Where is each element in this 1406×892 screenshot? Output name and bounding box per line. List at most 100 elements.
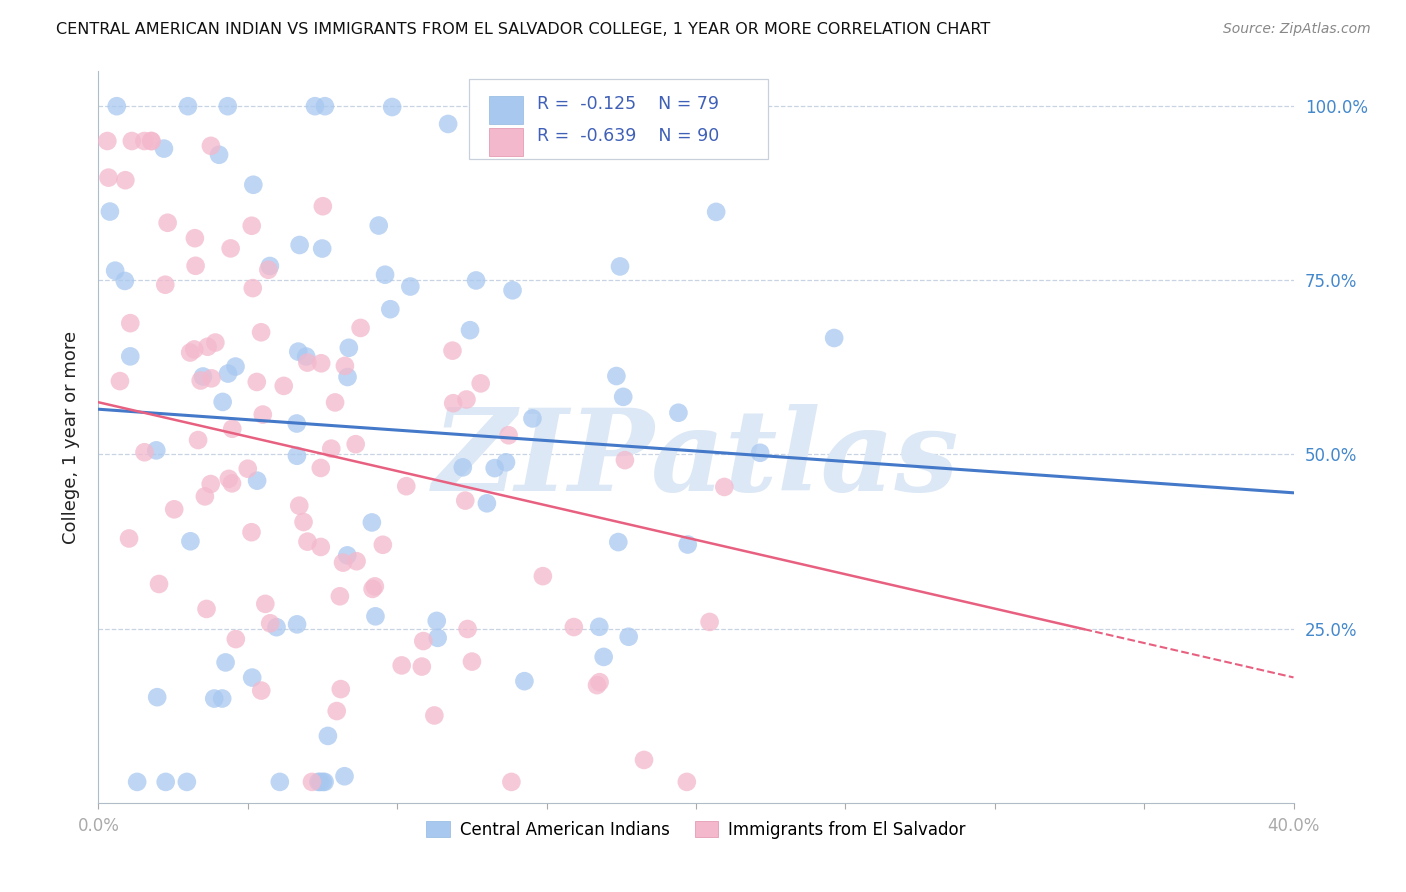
Point xyxy=(197,340,219,354)
Point xyxy=(325,704,347,718)
Point xyxy=(668,406,690,420)
Point xyxy=(412,634,434,648)
Point xyxy=(208,148,231,162)
Point xyxy=(304,99,326,113)
Point xyxy=(531,569,554,583)
Point xyxy=(211,395,233,409)
Point xyxy=(457,622,479,636)
Point xyxy=(219,241,242,255)
Point xyxy=(395,479,418,493)
Point xyxy=(592,649,614,664)
Point xyxy=(269,775,291,789)
Point xyxy=(823,331,845,345)
Point xyxy=(177,99,200,113)
Point xyxy=(391,658,413,673)
Point xyxy=(114,173,136,187)
Point xyxy=(292,515,315,529)
Point xyxy=(454,493,477,508)
Text: R =  -0.639    N = 90: R = -0.639 N = 90 xyxy=(537,127,720,145)
Point xyxy=(240,671,263,685)
FancyBboxPatch shape xyxy=(489,128,523,156)
Point xyxy=(484,461,506,475)
Point xyxy=(329,682,352,697)
Point xyxy=(156,216,179,230)
Point xyxy=(163,502,186,516)
Point xyxy=(522,411,544,425)
Legend: Central American Indians, Immigrants from El Salvador: Central American Indians, Immigrants fro… xyxy=(420,814,972,846)
Point xyxy=(236,461,259,475)
Point xyxy=(121,134,143,148)
Point xyxy=(285,617,308,632)
Point xyxy=(148,577,170,591)
Point xyxy=(179,534,201,549)
Point xyxy=(675,775,697,789)
Point xyxy=(252,408,274,422)
Point xyxy=(423,708,446,723)
Point xyxy=(120,316,142,330)
Point xyxy=(586,678,609,692)
Text: R =  -0.125    N = 79: R = -0.125 N = 79 xyxy=(537,95,718,113)
Point xyxy=(461,655,484,669)
Point xyxy=(145,443,167,458)
Point xyxy=(312,199,335,213)
Point xyxy=(562,620,585,634)
Point xyxy=(475,496,498,510)
Point xyxy=(287,344,309,359)
Point xyxy=(297,355,319,369)
Point xyxy=(501,775,523,789)
Point xyxy=(217,99,239,113)
Text: Source: ZipAtlas.com: Source: ZipAtlas.com xyxy=(1223,22,1371,37)
Point xyxy=(97,170,120,185)
Point xyxy=(613,453,636,467)
Point xyxy=(221,476,243,491)
Point xyxy=(333,769,356,783)
Point xyxy=(553,99,575,113)
Point xyxy=(426,631,449,645)
Point xyxy=(337,341,360,355)
Point xyxy=(194,489,217,503)
Point xyxy=(346,554,368,568)
Point xyxy=(367,219,389,233)
Point xyxy=(617,630,640,644)
Point xyxy=(361,582,384,596)
Point xyxy=(191,369,214,384)
Point xyxy=(118,532,141,546)
Point xyxy=(301,775,323,789)
Point xyxy=(105,99,128,113)
Point xyxy=(309,775,332,789)
Point xyxy=(96,134,118,148)
Point xyxy=(141,134,163,148)
Point xyxy=(380,302,402,317)
Point xyxy=(495,455,517,469)
Point xyxy=(211,691,233,706)
Point xyxy=(200,139,222,153)
Point xyxy=(179,345,201,359)
Point xyxy=(250,683,273,698)
Point xyxy=(612,390,634,404)
Point xyxy=(153,142,176,156)
Point xyxy=(399,279,422,293)
Point xyxy=(257,262,280,277)
Point xyxy=(285,417,308,431)
Point xyxy=(246,474,269,488)
Point xyxy=(451,460,474,475)
Text: ZIPatlas: ZIPatlas xyxy=(433,403,959,515)
Y-axis label: College, 1 year or more: College, 1 year or more xyxy=(62,331,80,543)
Point xyxy=(195,602,218,616)
Point xyxy=(285,449,308,463)
Point xyxy=(309,540,332,554)
Point xyxy=(309,356,332,370)
Point xyxy=(176,775,198,789)
Point xyxy=(323,395,346,409)
Text: CENTRAL AMERICAN INDIAN VS IMMIGRANTS FROM EL SALVADOR COLLEGE, 1 YEAR OR MORE C: CENTRAL AMERICAN INDIAN VS IMMIGRANTS FR… xyxy=(56,22,990,37)
Point xyxy=(498,428,520,442)
Point xyxy=(349,321,371,335)
Point xyxy=(336,370,359,384)
Point xyxy=(155,775,177,789)
Point xyxy=(202,691,225,706)
Point xyxy=(266,620,288,634)
Point xyxy=(364,579,387,593)
Point xyxy=(242,178,264,192)
Point xyxy=(329,589,352,603)
Point xyxy=(333,359,356,373)
